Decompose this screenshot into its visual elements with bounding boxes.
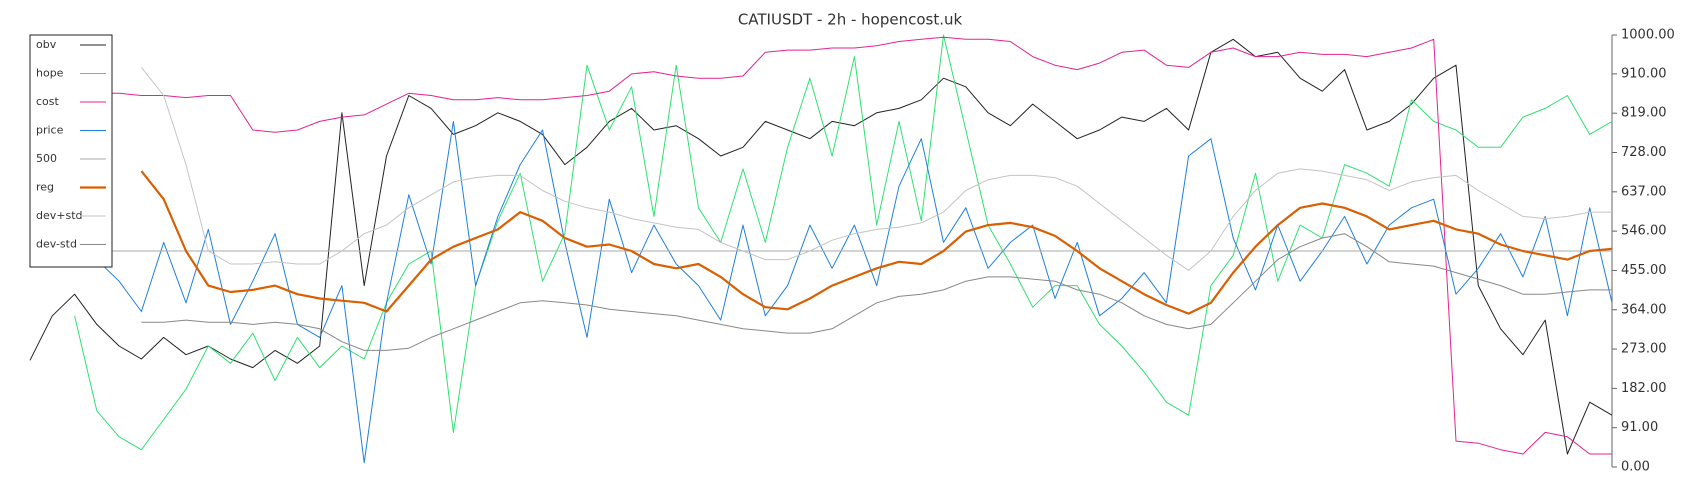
chart-title: CATIUSDT - 2h - hopencost.uk	[738, 11, 963, 29]
series-line	[74, 34, 1613, 451]
y-tick-label: 182.00	[1621, 381, 1667, 396]
series-line	[96, 36, 1612, 455]
legend-label: hope	[36, 67, 64, 80]
y-tick-label: 637.00	[1621, 184, 1667, 199]
series-line	[141, 233, 1612, 351]
legend-label: dev-std	[36, 238, 77, 251]
legend-label: obv	[36, 38, 57, 51]
y-tick-label: 819.00	[1621, 106, 1667, 121]
y-tick-label: 273.00	[1621, 342, 1667, 357]
series-line	[140, 170, 1613, 315]
series-line	[96, 120, 1613, 464]
y-tick-label: 364.00	[1621, 302, 1667, 317]
legend-label: reg	[36, 181, 54, 194]
y-tick-label: 0.00	[1621, 460, 1650, 475]
y-tick-label: 728.00	[1621, 145, 1667, 160]
series-line	[29, 38, 1613, 455]
legend-label: dev+std	[36, 209, 83, 222]
legend-label: price	[36, 124, 64, 137]
y-tick-label: 91.00	[1621, 420, 1658, 435]
y-tick-label: 546.00	[1621, 224, 1667, 239]
legend-label: cost	[36, 95, 60, 108]
y-tick-label: 1000.00	[1621, 28, 1675, 43]
y-tick-label: 910.00	[1621, 66, 1667, 81]
series-line	[141, 67, 1612, 271]
legend: obv hope cost price 500 reg dev+std dev-std	[29, 34, 113, 268]
y-tick-label: 455.00	[1621, 263, 1667, 278]
legend-label: 500	[36, 152, 57, 165]
